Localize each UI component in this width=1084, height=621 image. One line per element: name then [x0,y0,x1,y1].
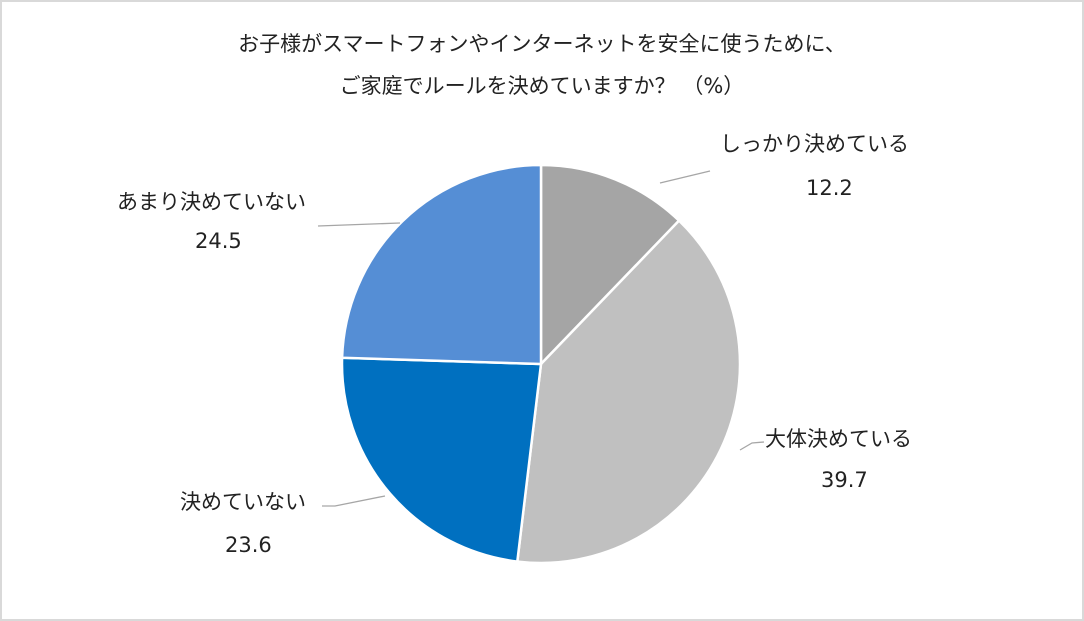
leader-line-shikkari [659,170,711,184]
label-kimeteinai-value: 23.6 [225,533,272,557]
chart-title-line-2: ご家庭でルールを決めていますか？ （%） [339,74,745,98]
slice-amari [340,163,543,366]
label-kimeteinai-category: 決めていない [180,490,306,514]
leader-line-kimeteinai [322,495,386,507]
slice-kimeteinai [340,356,543,563]
leader-line-amari [317,222,401,227]
label-amari-category: あまり決めていない [117,190,306,214]
slice-daitai [516,219,742,565]
label-shikkari-category: しっかり決めている [720,132,909,156]
label-daitai-category: 大体決めている [765,427,912,451]
leader-line-daitai [739,441,765,451]
label-shikkari-value: 12.2 [806,176,853,200]
slice-shikkari [539,163,681,366]
label-daitai-value: 39.7 [821,468,868,492]
label-amari-value: 24.5 [195,229,242,253]
chart-title-line-1: お子様がスマートフォンやインターネットを安全に使うために、 [238,32,846,56]
